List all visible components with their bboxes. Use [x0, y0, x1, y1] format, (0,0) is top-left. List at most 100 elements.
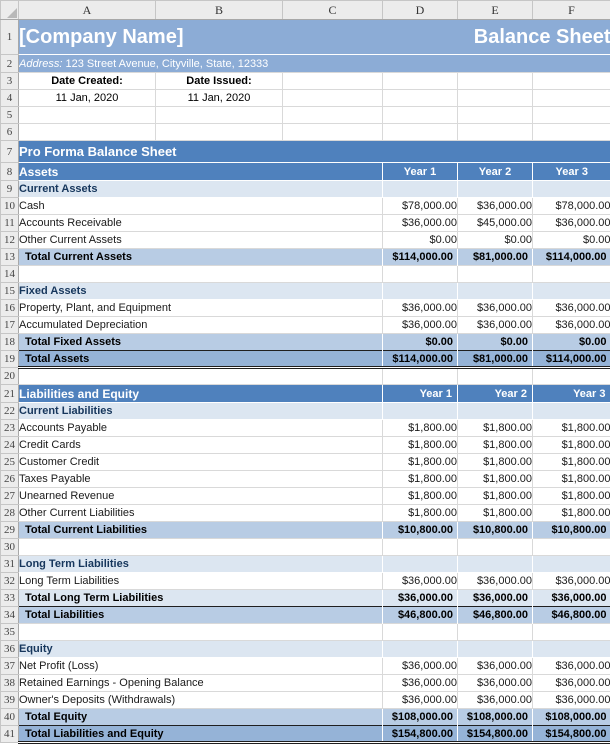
row-number[interactable]: 6 [0, 123, 19, 141]
line-item-value-year3[interactable]: $1,800.00 [532, 419, 610, 437]
line-item-label[interactable]: Long Term Liabilities [18, 572, 383, 590]
column-header-a[interactable]: A [18, 0, 156, 20]
empty-cell[interactable] [532, 106, 610, 124]
line-item-value-year3[interactable]: $1,800.00 [532, 470, 610, 488]
total-value-year1[interactable]: $114,000.00 [382, 248, 458, 266]
section-header-cell[interactable] [532, 282, 610, 300]
section-header-cell[interactable] [382, 402, 458, 420]
total-row-label[interactable]: Total Liabilities and Equity [18, 725, 383, 744]
empty-cell[interactable] [457, 538, 533, 556]
section-header-cell[interactable] [382, 640, 458, 658]
line-item-value-year3[interactable]: $36,000.00 [532, 316, 610, 334]
year-header-1[interactable]: Year 1 [382, 162, 458, 181]
empty-cell[interactable] [18, 265, 383, 283]
line-item-value-year1[interactable]: $36,000.00 [382, 316, 458, 334]
empty-cell[interactable] [457, 89, 533, 107]
row-number[interactable]: 17 [0, 316, 19, 334]
section-header-cell[interactable] [532, 180, 610, 198]
row-number[interactable]: 22 [0, 402, 19, 420]
line-item-value-year2[interactable]: $36,000.00 [457, 572, 533, 590]
line-item-value-year2[interactable]: $1,800.00 [457, 504, 533, 522]
row-number[interactable]: 8 [0, 162, 19, 181]
year-header-3[interactable]: Year 3 [532, 384, 610, 403]
line-item-value-year2[interactable]: $36,000.00 [457, 197, 533, 215]
row-number[interactable]: 4 [0, 89, 19, 107]
line-item-value-year2[interactable]: $36,000.00 [457, 299, 533, 317]
row-number[interactable]: 29 [0, 521, 19, 539]
row-number[interactable]: 16 [0, 299, 19, 317]
date-issued-label[interactable]: Date Issued: [155, 72, 283, 90]
line-item-value-year1[interactable]: $1,800.00 [382, 419, 458, 437]
line-item-value-year1[interactable]: $36,000.00 [382, 572, 458, 590]
year-header-2[interactable]: Year 2 [457, 384, 533, 403]
line-item-value-year1[interactable]: $1,800.00 [382, 504, 458, 522]
row-number[interactable]: 37 [0, 657, 19, 675]
line-item-label[interactable]: Net Profit (Loss) [18, 657, 383, 675]
total-value-year3[interactable]: $114,000.00 [532, 350, 610, 369]
line-item-value-year1[interactable]: $36,000.00 [382, 674, 458, 692]
row-number[interactable]: 21 [0, 384, 19, 403]
line-item-value-year2[interactable]: $0.00 [457, 231, 533, 249]
empty-cell[interactable] [18, 623, 383, 641]
row-number[interactable]: 27 [0, 487, 19, 505]
total-value-year1[interactable]: $114,000.00 [382, 350, 458, 369]
section-header-cell[interactable] [532, 402, 610, 420]
line-item-value-year2[interactable]: $1,800.00 [457, 487, 533, 505]
section-header-label[interactable]: Long Term Liabilities [18, 555, 383, 573]
line-item-value-year1[interactable]: $1,800.00 [382, 487, 458, 505]
line-item-value-year2[interactable]: $1,800.00 [457, 453, 533, 471]
total-value-year2[interactable]: $10,800.00 [457, 521, 533, 539]
line-item-value-year1[interactable]: $36,000.00 [382, 691, 458, 709]
line-item-value-year1[interactable]: $1,800.00 [382, 436, 458, 454]
empty-cell[interactable] [457, 123, 533, 141]
empty-cell[interactable] [457, 265, 533, 283]
row-number[interactable]: 14 [0, 265, 19, 283]
total-value-year1[interactable]: $46,800.00 [382, 606, 458, 624]
line-item-value-year3[interactable]: $1,800.00 [532, 487, 610, 505]
row-number[interactable]: 1 [0, 19, 19, 55]
company-name-cell[interactable]: [Company Name] [18, 19, 383, 55]
total-value-year2[interactable]: $81,000.00 [457, 350, 533, 369]
table-header-label[interactable]: Assets [18, 162, 383, 181]
total-row-label[interactable]: Total Assets [18, 350, 383, 369]
document-title-cell[interactable]: Balance Sheet [382, 19, 610, 55]
line-item-label[interactable]: Accumulated Depreciation [18, 316, 383, 334]
line-item-label[interactable]: Property, Plant, and Equipment [18, 299, 383, 317]
section-header-label[interactable]: Current Liabilities [18, 402, 383, 420]
section-header-cell[interactable] [382, 555, 458, 573]
row-number[interactable]: 23 [0, 419, 19, 437]
line-item-value-year3[interactable]: $1,800.00 [532, 436, 610, 454]
total-value-year2[interactable]: $0.00 [457, 333, 533, 351]
empty-cell[interactable] [457, 72, 533, 90]
total-value-year3[interactable]: $36,000.00 [532, 589, 610, 607]
date-created-label[interactable]: Date Created: [18, 72, 156, 90]
line-item-value-year3[interactable]: $36,000.00 [532, 691, 610, 709]
empty-cell[interactable] [382, 538, 458, 556]
line-item-value-year2[interactable]: $36,000.00 [457, 691, 533, 709]
empty-cell[interactable] [532, 89, 610, 107]
empty-cell[interactable] [532, 367, 610, 385]
total-value-year1[interactable]: $36,000.00 [382, 589, 458, 607]
year-header-2[interactable]: Year 2 [457, 162, 533, 181]
row-number[interactable]: 32 [0, 572, 19, 590]
empty-cell[interactable] [382, 623, 458, 641]
row-number[interactable]: 34 [0, 606, 19, 624]
empty-cell[interactable] [382, 72, 458, 90]
section-header-cell[interactable] [532, 640, 610, 658]
empty-cell[interactable] [532, 538, 610, 556]
row-number[interactable]: 5 [0, 106, 19, 124]
line-item-value-year2[interactable]: $1,800.00 [457, 436, 533, 454]
total-row-label[interactable]: Total Current Liabilities [18, 521, 383, 539]
date-issued-value[interactable]: 11 Jan, 2020 [155, 89, 283, 107]
line-item-label[interactable]: Taxes Payable [18, 470, 383, 488]
total-value-year1[interactable]: $154,800.00 [382, 725, 458, 744]
empty-cell[interactable] [282, 89, 383, 107]
row-number[interactable]: 35 [0, 623, 19, 641]
empty-cell[interactable] [532, 623, 610, 641]
line-item-label[interactable]: Retained Earnings - Opening Balance [18, 674, 383, 692]
total-value-year3[interactable]: $154,800.00 [532, 725, 610, 744]
column-header-c[interactable]: C [282, 0, 383, 20]
row-number[interactable]: 15 [0, 282, 19, 300]
line-item-label[interactable]: Accounts Receivable [18, 214, 383, 232]
row-number[interactable]: 33 [0, 589, 19, 607]
